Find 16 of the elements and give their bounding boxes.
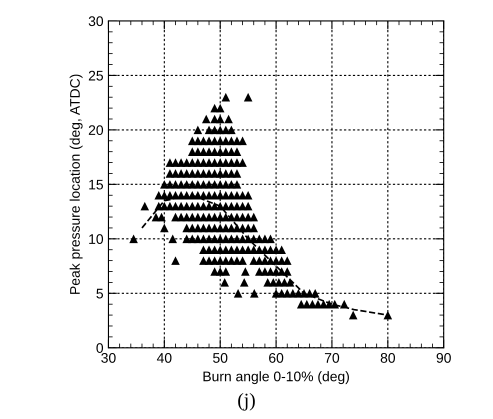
y-tick-label: 5 xyxy=(96,288,104,298)
y-tick-label: 0 xyxy=(96,343,104,353)
y-axis-title: Peak pressure location (deg, ATDC) xyxy=(70,74,83,294)
x-tick-label: 40 xyxy=(156,353,172,363)
x-tick-label: 90 xyxy=(436,353,451,363)
x-tick-label: 70 xyxy=(324,353,340,363)
y-tick-label: 15 xyxy=(89,180,104,190)
y-tick-label: 20 xyxy=(88,125,104,136)
y-tick-label: 25 xyxy=(88,70,104,81)
x-axis-title: Burn angle 0-10% (deg) xyxy=(203,371,349,384)
y-tick-label: 30 xyxy=(88,16,104,26)
x-tick-label: 80 xyxy=(380,353,396,363)
x-tick-label: 60 xyxy=(269,353,284,363)
text: (j) xyxy=(238,392,255,411)
y-tick-label: 10 xyxy=(89,234,104,244)
x-tick-label: 50 xyxy=(213,353,228,363)
